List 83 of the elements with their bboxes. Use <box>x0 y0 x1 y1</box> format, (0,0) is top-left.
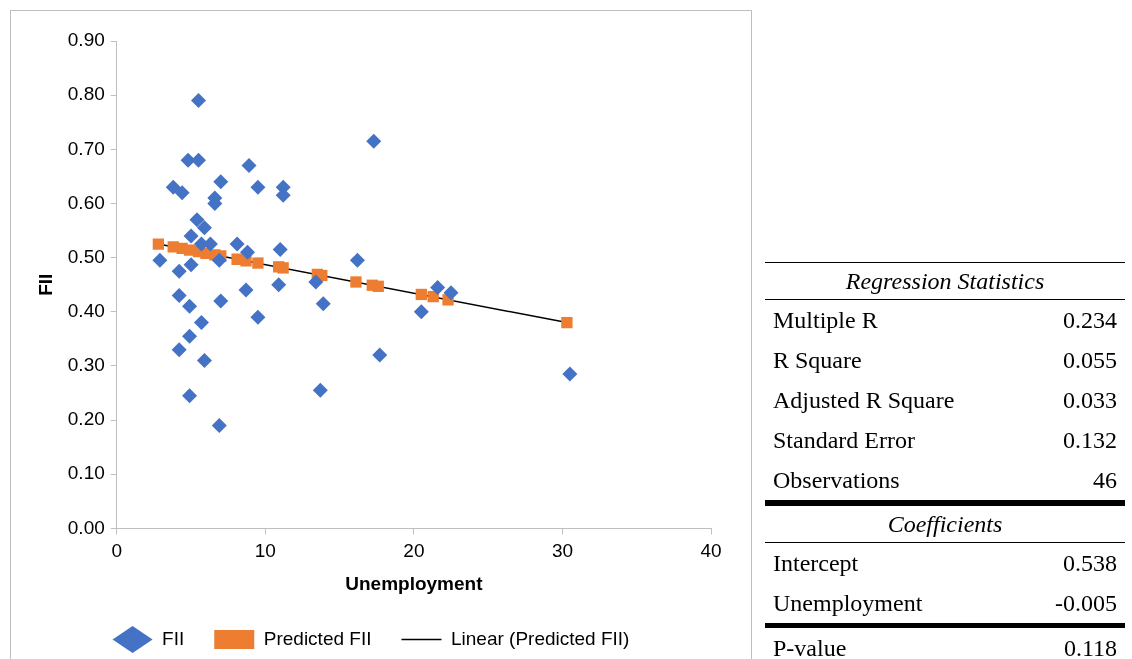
point <box>165 179 181 195</box>
point <box>250 309 266 325</box>
data-label: 0.033 <box>1063 386 1117 415</box>
point <box>213 174 229 190</box>
point <box>349 252 365 268</box>
data-label: 0.055 <box>1063 346 1117 375</box>
y-tick-label: 0.30 <box>67 354 105 376</box>
y-tick-label: 0.40 <box>67 300 105 322</box>
category-label: Observations <box>773 466 900 495</box>
point <box>213 293 229 309</box>
point <box>174 185 190 201</box>
category-label: Adjusted R Square <box>773 386 955 415</box>
point <box>190 93 206 109</box>
category-label: Unemployment <box>773 589 923 618</box>
x-tick-label: 10 <box>254 540 276 562</box>
point <box>415 288 427 301</box>
x-tick-label: 40 <box>700 540 722 562</box>
point <box>562 366 578 382</box>
point <box>252 257 264 269</box>
point <box>189 212 205 228</box>
data-label: -0.005 <box>1055 589 1117 618</box>
category-label: Standard Error <box>773 426 915 455</box>
x-tick-label: 20 <box>403 540 425 562</box>
point <box>183 257 199 273</box>
point <box>443 285 459 301</box>
x-tick-label: 0 <box>111 540 123 562</box>
data-label: 0.132 <box>1063 426 1117 455</box>
point <box>272 242 288 257</box>
y-tick-label: 0.80 <box>67 83 105 105</box>
point <box>211 418 227 433</box>
point <box>171 342 187 358</box>
point <box>240 244 256 260</box>
category-label: Multiple R <box>773 306 878 335</box>
point <box>196 353 212 369</box>
point <box>277 262 289 274</box>
x-axis-title: Unemployment <box>345 572 484 594</box>
point <box>366 133 382 149</box>
text: Regression Statistics <box>765 262 1125 300</box>
point <box>312 382 328 398</box>
y-tick-label: 0.20 <box>67 408 105 430</box>
point <box>171 288 187 304</box>
data-label: 0.118 <box>1063 634 1117 659</box>
legend-label: FII <box>162 627 185 649</box>
point <box>413 304 429 320</box>
point <box>182 388 198 404</box>
point <box>183 228 199 244</box>
point <box>561 316 573 329</box>
point <box>182 328 198 344</box>
point <box>171 263 187 279</box>
x-tick-label: 30 <box>551 540 574 562</box>
point <box>193 315 209 331</box>
point <box>308 274 324 290</box>
point <box>271 277 287 293</box>
data-label: 46 <box>1093 466 1117 495</box>
category-label: Intercept <box>773 549 859 578</box>
point <box>250 179 266 195</box>
category-label: R Square <box>773 346 862 375</box>
y-tick-label: 0.60 <box>67 191 105 213</box>
y-tick-label: 0.90 <box>67 29 105 51</box>
y-axis-title: FII <box>34 273 56 296</box>
point <box>182 298 198 314</box>
text: Coefficients <box>765 505 1125 543</box>
point <box>372 347 388 363</box>
point <box>196 220 212 236</box>
point <box>152 252 168 268</box>
y-tick-label: 0.70 <box>67 137 105 159</box>
y-tick-label: 0.50 <box>67 245 105 267</box>
y-tick-label: 0.00 <box>67 516 105 538</box>
point <box>238 282 254 298</box>
category-label: P-value <box>773 634 847 659</box>
point <box>315 296 331 312</box>
point <box>350 276 362 288</box>
point <box>229 236 245 252</box>
point <box>430 279 446 295</box>
point <box>372 280 384 292</box>
data-label: 0.234 <box>1063 306 1117 335</box>
point <box>211 252 227 268</box>
y-tick-label: 0.10 <box>67 462 105 484</box>
data-label: 0.538 <box>1063 549 1117 578</box>
legend-label: Predicted FII <box>263 627 372 649</box>
point <box>241 158 257 174</box>
legend-label: Linear (Predicted FII) <box>450 627 630 649</box>
point <box>152 238 165 250</box>
